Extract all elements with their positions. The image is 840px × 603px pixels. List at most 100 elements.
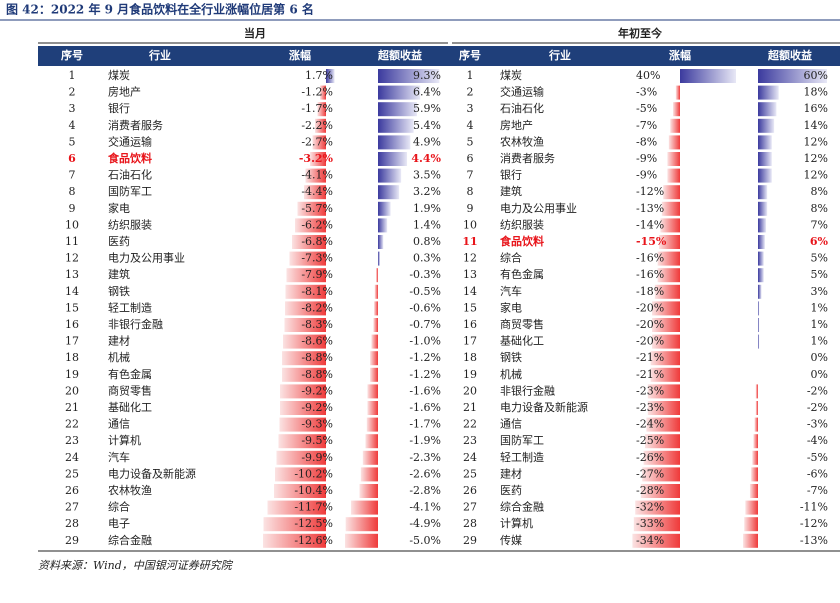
table-cell: -33% bbox=[636, 517, 664, 530]
table-cell: -1.0% bbox=[409, 335, 441, 348]
table-cell: -12% bbox=[636, 185, 664, 198]
table-cell: -7.3% bbox=[301, 252, 333, 265]
data-bar bbox=[647, 401, 680, 415]
table-cell: -1.2% bbox=[301, 86, 333, 99]
table-cell: 3 bbox=[69, 102, 76, 115]
table-cell: 29 bbox=[65, 534, 79, 547]
table-cell: 60% bbox=[804, 69, 828, 82]
data-bar bbox=[263, 533, 326, 548]
column-header: 序号 bbox=[61, 48, 83, 62]
table-cell: -9.2% bbox=[301, 401, 333, 414]
data-bar bbox=[758, 318, 760, 332]
data-bar bbox=[667, 168, 680, 183]
data-bar bbox=[744, 517, 758, 532]
industry-name: 食品饮料 bbox=[108, 151, 152, 165]
data-bar bbox=[758, 102, 777, 117]
industry-name: 钢铁 bbox=[108, 285, 130, 298]
table-cell: 22 bbox=[463, 418, 477, 431]
data-bar bbox=[326, 69, 335, 83]
table-cell: 13 bbox=[463, 268, 477, 281]
table-cell: -3% bbox=[807, 418, 828, 431]
industry-name: 非银行金融 bbox=[108, 317, 163, 331]
table-cell: -21% bbox=[636, 351, 664, 364]
industry-name: 基础化工 bbox=[500, 334, 544, 348]
data-bar bbox=[378, 218, 388, 233]
table-cell: -32% bbox=[636, 501, 664, 514]
table-cell: -7% bbox=[807, 484, 828, 497]
table-cell: -2.6% bbox=[409, 467, 441, 480]
data-bar bbox=[282, 351, 326, 366]
data-bar bbox=[749, 484, 758, 498]
industry-name: 医药 bbox=[500, 484, 522, 497]
table-cell: 5 bbox=[467, 135, 474, 148]
industry-name: 建材 bbox=[108, 334, 130, 348]
industry-name: 非银行金融 bbox=[500, 383, 555, 397]
table-cell: 7% bbox=[811, 218, 828, 231]
data-bar bbox=[267, 500, 326, 515]
table-cell: -8.3% bbox=[301, 318, 333, 331]
table-cell: 15 bbox=[463, 301, 477, 314]
industry-name: 消费者服务 bbox=[108, 118, 163, 132]
column-header: 行业 bbox=[148, 48, 171, 62]
data-bar bbox=[752, 450, 758, 465]
industry-name: 医药 bbox=[108, 235, 130, 248]
industry-name: 汽车 bbox=[108, 450, 130, 464]
industry-name: 煤炭 bbox=[108, 69, 130, 82]
industry-name: 钢铁 bbox=[500, 351, 522, 364]
industry-name: 综合金融 bbox=[108, 533, 152, 547]
data-bar bbox=[378, 251, 380, 266]
table-cell: 6.4% bbox=[413, 86, 441, 99]
table-cell: -34% bbox=[636, 534, 664, 547]
data-bar bbox=[378, 168, 402, 183]
table-cell: 26 bbox=[463, 484, 477, 497]
table-cell: -8.1% bbox=[301, 285, 333, 298]
table-cell: 8% bbox=[811, 202, 828, 215]
table-cell: -1.7% bbox=[409, 418, 441, 431]
data-bar bbox=[274, 484, 326, 498]
data-bar bbox=[745, 500, 758, 515]
industry-name: 电力及公用事业 bbox=[500, 202, 577, 215]
data-bar bbox=[654, 284, 680, 299]
table-cell: -3% bbox=[636, 86, 657, 99]
data-bar bbox=[657, 251, 680, 266]
table-cell: 22 bbox=[65, 418, 79, 431]
table-cell: 18 bbox=[463, 351, 477, 364]
data-bar bbox=[366, 417, 378, 432]
table-cell: -9.2% bbox=[301, 384, 333, 397]
data-bar bbox=[374, 301, 378, 316]
industry-name: 石油石化 bbox=[500, 101, 544, 115]
data-bar bbox=[378, 85, 421, 100]
industry-name: 电力设备及新能源 bbox=[500, 400, 588, 414]
table-cell: -9.9% bbox=[301, 451, 333, 464]
table-cell: 6 bbox=[467, 152, 474, 165]
data-bar bbox=[345, 533, 378, 548]
table-cell: -10.4% bbox=[294, 484, 333, 497]
table-cell: 25 bbox=[463, 467, 477, 480]
industry-name: 基础化工 bbox=[108, 400, 152, 414]
table-cell: 13 bbox=[65, 268, 79, 281]
table-cell: -14% bbox=[636, 218, 664, 231]
table-cell: 28 bbox=[65, 517, 79, 530]
table-cell: 16 bbox=[463, 318, 477, 331]
table-cell: -11% bbox=[800, 501, 828, 514]
data-bar bbox=[758, 85, 779, 100]
data-bar bbox=[286, 268, 326, 283]
data-bar bbox=[278, 434, 326, 449]
table-cell: -1.9% bbox=[409, 434, 441, 447]
data-bar bbox=[650, 367, 680, 382]
data-bar bbox=[670, 118, 680, 133]
table-cell: -9% bbox=[636, 169, 657, 182]
data-bar bbox=[652, 334, 680, 349]
table-cell: 21 bbox=[65, 401, 79, 414]
data-bar bbox=[310, 152, 326, 166]
table-cell: 10 bbox=[65, 218, 79, 231]
table-cell: -1.2% bbox=[409, 368, 441, 381]
table-cell: 17 bbox=[463, 335, 477, 348]
data-bar bbox=[660, 218, 680, 233]
data-bar bbox=[758, 268, 764, 283]
table-cell: -12.5% bbox=[294, 517, 333, 530]
data-bar bbox=[659, 235, 680, 249]
data-bar bbox=[317, 102, 326, 117]
data-bar bbox=[661, 201, 680, 216]
table-cell: -8.2% bbox=[301, 301, 333, 314]
